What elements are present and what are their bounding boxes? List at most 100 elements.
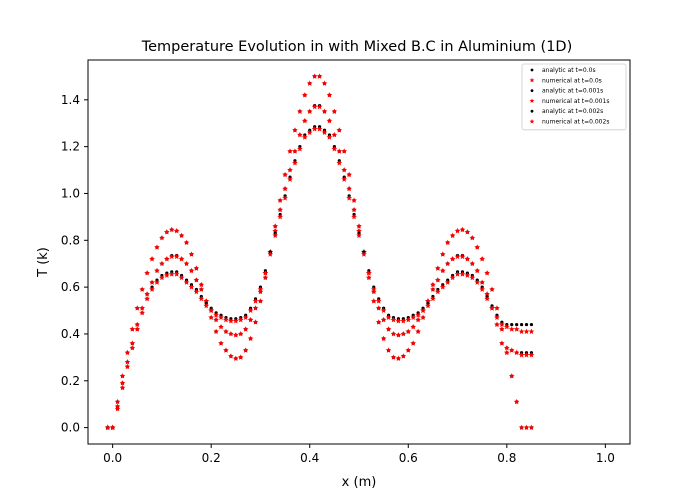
data-point bbox=[494, 314, 500, 320]
data-point bbox=[297, 131, 303, 138]
x-tick-label: 1.0 bbox=[596, 451, 615, 465]
data-point bbox=[520, 322, 524, 327]
data-point bbox=[326, 92, 333, 98]
data-point bbox=[306, 129, 313, 136]
data-points bbox=[104, 73, 535, 431]
data-point bbox=[178, 256, 185, 262]
series-5 bbox=[104, 126, 535, 431]
data-point bbox=[459, 271, 466, 277]
data-point bbox=[395, 318, 402, 324]
legend-frame bbox=[521, 63, 627, 131]
data-point bbox=[515, 322, 519, 327]
data-point bbox=[154, 244, 160, 250]
data-point bbox=[287, 148, 293, 154]
data-point bbox=[144, 295, 150, 302]
legend-entry: analytic at t=0.0s bbox=[542, 67, 596, 74]
chart-title: Temperature Evolution in with Mixed B.C … bbox=[141, 39, 573, 55]
data-point bbox=[321, 129, 328, 136]
y-tick-label: 1.4 bbox=[61, 93, 80, 107]
data-point bbox=[356, 232, 362, 239]
data-point bbox=[188, 251, 195, 257]
legend: analytic at t=0.0s numerical at t=0.0s ana… bbox=[521, 63, 627, 131]
data-point bbox=[454, 271, 461, 277]
data-point bbox=[370, 286, 377, 292]
data-point bbox=[380, 316, 387, 323]
series-1 bbox=[104, 73, 535, 431]
data-point bbox=[198, 286, 205, 292]
data-point bbox=[119, 384, 126, 391]
data-point bbox=[351, 197, 357, 203]
data-point bbox=[119, 380, 126, 386]
data-point bbox=[410, 340, 417, 346]
data-point bbox=[370, 288, 377, 295]
data-point bbox=[405, 347, 412, 353]
data-point bbox=[292, 127, 298, 133]
data-point bbox=[163, 256, 170, 262]
data-point bbox=[390, 330, 397, 337]
legend-marker bbox=[529, 77, 535, 83]
data-point bbox=[223, 328, 229, 335]
data-point bbox=[277, 206, 284, 213]
data-point bbox=[508, 373, 515, 379]
data-point bbox=[223, 347, 229, 353]
data-point bbox=[237, 330, 244, 337]
data-point bbox=[159, 260, 165, 267]
data-point bbox=[228, 353, 234, 359]
data-point bbox=[188, 284, 195, 290]
data-point bbox=[218, 314, 224, 320]
data-point bbox=[282, 171, 288, 178]
data-point bbox=[178, 274, 185, 281]
data-point bbox=[104, 424, 111, 431]
data-point bbox=[316, 103, 323, 110]
data-point bbox=[449, 232, 456, 239]
data-point bbox=[430, 286, 436, 292]
data-point bbox=[159, 234, 165, 241]
data-point bbox=[129, 340, 136, 346]
data-point bbox=[430, 281, 436, 288]
data-point bbox=[331, 131, 338, 138]
data-point bbox=[321, 80, 328, 86]
data-point bbox=[400, 353, 407, 359]
data-point bbox=[168, 271, 175, 277]
data-point bbox=[163, 272, 170, 278]
data-point bbox=[257, 288, 264, 295]
data-point bbox=[114, 405, 121, 412]
data-point bbox=[188, 267, 195, 274]
data-point bbox=[444, 260, 451, 267]
data-point bbox=[208, 314, 215, 320]
data-point bbox=[232, 332, 239, 338]
data-point bbox=[494, 321, 500, 328]
x-tick-label: 0.8 bbox=[497, 451, 516, 465]
data-point bbox=[144, 270, 150, 276]
data-point bbox=[499, 321, 505, 328]
data-point bbox=[203, 298, 210, 304]
data-point bbox=[252, 298, 259, 304]
legend-entry: numerical at t=0.0s bbox=[542, 77, 602, 84]
data-point bbox=[444, 279, 451, 285]
data-point bbox=[277, 197, 284, 203]
y-tick-label: 0.8 bbox=[61, 233, 80, 247]
data-point bbox=[439, 267, 446, 274]
data-point bbox=[213, 312, 219, 318]
data-point bbox=[124, 363, 131, 370]
data-point bbox=[341, 148, 348, 154]
x-tick-label: 0.6 bbox=[399, 451, 418, 465]
legend-marker bbox=[530, 68, 534, 72]
data-point bbox=[494, 305, 500, 311]
data-point bbox=[484, 291, 490, 297]
data-point bbox=[346, 171, 352, 178]
legend-entry: numerical at t=0.001s bbox=[542, 98, 609, 105]
data-point bbox=[405, 316, 412, 323]
data-point bbox=[292, 160, 298, 166]
data-point bbox=[208, 307, 215, 313]
data-point bbox=[178, 232, 185, 239]
data-point bbox=[400, 318, 407, 324]
series-3 bbox=[104, 103, 535, 431]
data-point bbox=[341, 176, 348, 182]
data-point bbox=[375, 319, 382, 325]
data-point bbox=[203, 302, 210, 309]
data-point bbox=[385, 326, 392, 332]
data-point bbox=[282, 185, 288, 192]
data-point bbox=[529, 322, 534, 327]
data-point bbox=[405, 328, 412, 335]
